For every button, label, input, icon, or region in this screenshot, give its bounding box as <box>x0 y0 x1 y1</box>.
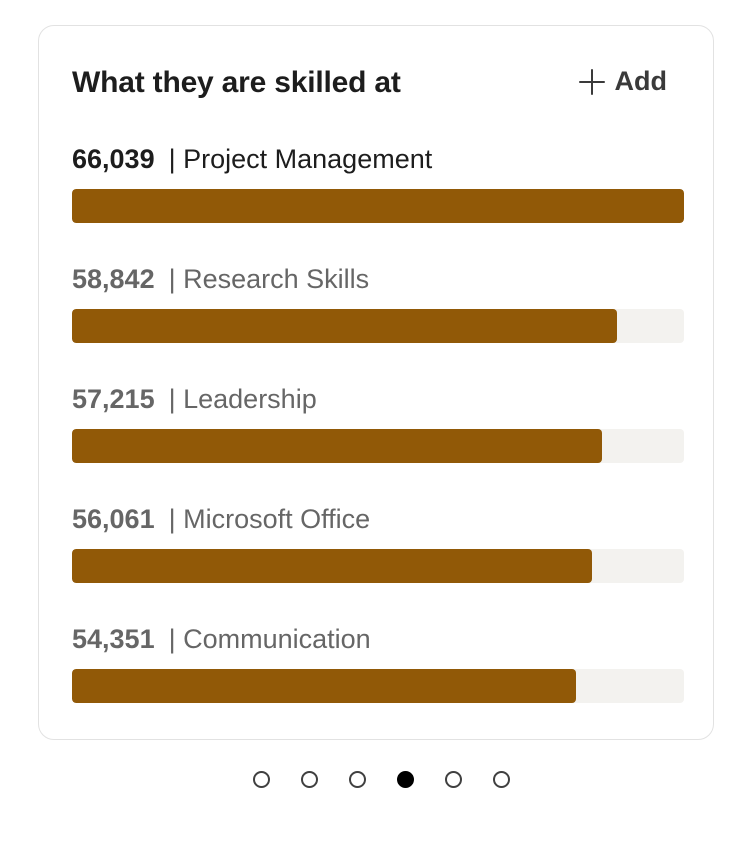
pager-dot-1[interactable] <box>253 771 270 788</box>
add-button[interactable]: Add <box>578 66 667 97</box>
skill-bar-track <box>72 549 684 583</box>
skill-label: 66,039 | Project Management <box>72 144 432 175</box>
pager-dot-3[interactable] <box>349 771 366 788</box>
skill-label: 54,351 | Communication <box>72 624 371 655</box>
skill-bar-track <box>72 189 684 223</box>
skill-bar-fill <box>72 309 618 343</box>
skill-separator: | <box>168 384 184 414</box>
skill-separator: | <box>168 264 184 294</box>
skill-count: 54,351 <box>72 624 155 654</box>
skill-name: Project Management <box>183 144 433 174</box>
skill-item: 56,061 | Microsoft Office <box>72 504 684 624</box>
skill-name: Microsoft Office <box>183 504 371 534</box>
pager-dot-6[interactable] <box>493 771 510 788</box>
skill-item: 57,215 | Leadership <box>72 384 684 504</box>
skill-item: 58,842 | Research Skills <box>72 264 684 384</box>
skill-item: 54,351 | Communication <box>72 624 684 744</box>
skill-bar-fill <box>72 669 576 703</box>
skill-label: 57,215 | Leadership <box>72 384 317 415</box>
skill-label: 56,061 | Microsoft Office <box>72 504 370 535</box>
skill-bar-fill <box>72 429 602 463</box>
plus-icon <box>578 68 605 95</box>
skill-bar-track <box>72 429 684 463</box>
skill-separator: | <box>168 504 184 534</box>
skill-name: Leadership <box>183 384 317 414</box>
skill-label: 58,842 | Research Skills <box>72 264 369 295</box>
skill-bar-fill <box>72 189 684 223</box>
add-label: Add <box>614 66 667 96</box>
skills-card: What they are skilled at Add 66,039 | Pro… <box>38 25 714 740</box>
skill-item: 66,039 | Project Management <box>72 144 684 264</box>
pager-dot-5[interactable] <box>445 771 462 788</box>
skill-bar-fill <box>72 549 592 583</box>
skill-separator: | <box>168 624 184 654</box>
skill-bar-track <box>72 669 684 703</box>
skill-separator: | <box>168 144 184 174</box>
skill-name: Research Skills <box>183 264 370 294</box>
skill-bar-track <box>72 309 684 343</box>
carousel-pager <box>0 771 752 789</box>
skill-count: 58,842 <box>72 264 155 294</box>
skill-count: 57,215 <box>72 384 155 414</box>
pager-dot-4[interactable] <box>397 771 414 788</box>
skills-list: 66,039 | Project Management 58,842 | Resea… <box>72 144 684 744</box>
pager-dot-2[interactable] <box>301 771 318 788</box>
skill-count: 66,039 <box>72 144 155 174</box>
card-title: What they are skilled at <box>72 66 401 99</box>
skill-count: 56,061 <box>72 504 155 534</box>
skill-name: Communication <box>183 624 371 654</box>
